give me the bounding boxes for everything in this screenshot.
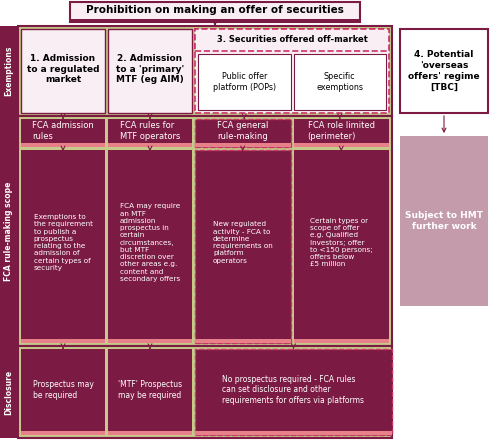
Text: Specific
exemptions: Specific exemptions xyxy=(316,72,363,92)
Text: Exemptions to
the requirement
to publish a
prospectus
relating to the
admission : Exemptions to the requirement to publish… xyxy=(34,214,92,271)
Text: Certain types or
scope of offer
e.g. Qualified
Investors; offer
to <150 persons;: Certain types or scope of offer e.g. Qua… xyxy=(310,218,372,267)
FancyBboxPatch shape xyxy=(294,143,389,147)
FancyBboxPatch shape xyxy=(18,26,392,116)
FancyBboxPatch shape xyxy=(108,29,192,113)
Text: FCA rules for
MTF operators: FCA rules for MTF operators xyxy=(120,121,180,141)
FancyBboxPatch shape xyxy=(108,119,192,147)
FancyBboxPatch shape xyxy=(0,346,18,438)
Text: No prospectus required - FCA rules
can set disclosure and other
requirements for: No prospectus required - FCA rules can s… xyxy=(222,375,364,405)
Text: 3. Securities offered off-market: 3. Securities offered off-market xyxy=(216,36,368,45)
Text: 'MTF' Prospectus
may be required: 'MTF' Prospectus may be required xyxy=(118,380,182,400)
FancyBboxPatch shape xyxy=(195,349,392,435)
FancyBboxPatch shape xyxy=(294,339,389,343)
Text: 4. Potential
'overseas
offers' regime
[TBC]: 4. Potential 'overseas offers' regime [T… xyxy=(408,50,480,91)
FancyBboxPatch shape xyxy=(0,26,18,116)
Text: FCA role limited
(perimeter): FCA role limited (perimeter) xyxy=(308,121,375,141)
FancyBboxPatch shape xyxy=(195,431,392,435)
FancyBboxPatch shape xyxy=(195,29,389,113)
Text: Subject to HMT
further work: Subject to HMT further work xyxy=(405,211,483,231)
FancyBboxPatch shape xyxy=(70,2,360,22)
FancyBboxPatch shape xyxy=(21,150,105,343)
Text: 2. Admission
to a 'primary'
MTF (eg AIM): 2. Admission to a 'primary' MTF (eg AIM) xyxy=(116,54,184,84)
FancyBboxPatch shape xyxy=(21,431,105,435)
FancyBboxPatch shape xyxy=(21,339,105,343)
FancyBboxPatch shape xyxy=(400,136,488,306)
Text: 1. Admission
to a regulated
market: 1. Admission to a regulated market xyxy=(27,54,99,84)
Text: FCA rule-making scope: FCA rule-making scope xyxy=(4,182,14,281)
FancyBboxPatch shape xyxy=(18,346,392,438)
FancyBboxPatch shape xyxy=(195,143,290,147)
Text: Prospectus may
be required: Prospectus may be required xyxy=(32,380,94,400)
Text: Exemptions: Exemptions xyxy=(4,46,14,96)
FancyBboxPatch shape xyxy=(0,116,18,346)
Text: FCA general
rule-making: FCA general rule-making xyxy=(217,121,268,141)
FancyBboxPatch shape xyxy=(294,119,389,147)
Text: Prohibition on making an offer of securities: Prohibition on making an offer of securi… xyxy=(86,5,344,15)
FancyBboxPatch shape xyxy=(108,349,192,435)
FancyBboxPatch shape xyxy=(400,29,488,113)
FancyBboxPatch shape xyxy=(70,19,360,22)
FancyBboxPatch shape xyxy=(18,116,392,346)
FancyBboxPatch shape xyxy=(198,54,290,110)
FancyBboxPatch shape xyxy=(108,143,192,147)
FancyBboxPatch shape xyxy=(108,431,192,435)
FancyBboxPatch shape xyxy=(195,119,290,147)
FancyBboxPatch shape xyxy=(294,54,386,110)
FancyBboxPatch shape xyxy=(195,29,389,51)
FancyBboxPatch shape xyxy=(21,119,105,147)
FancyBboxPatch shape xyxy=(108,339,192,343)
FancyBboxPatch shape xyxy=(195,339,290,343)
FancyBboxPatch shape xyxy=(195,150,290,343)
Text: Disclosure: Disclosure xyxy=(4,369,14,415)
Text: Public offer
platform (POPs): Public offer platform (POPs) xyxy=(212,72,276,92)
FancyBboxPatch shape xyxy=(108,150,192,343)
FancyBboxPatch shape xyxy=(294,150,389,343)
FancyBboxPatch shape xyxy=(21,349,105,435)
Text: New regulated
activity - FCA to
determine
requirements on
platform
operators: New regulated activity - FCA to determin… xyxy=(213,221,272,264)
Text: FCA may require
an MTF
admission
prospectus in
certain
circumstances,
but MTF
di: FCA may require an MTF admission prospec… xyxy=(120,203,180,282)
FancyBboxPatch shape xyxy=(21,143,105,147)
Text: FCA admission
rules: FCA admission rules xyxy=(32,121,94,141)
FancyBboxPatch shape xyxy=(21,29,105,113)
